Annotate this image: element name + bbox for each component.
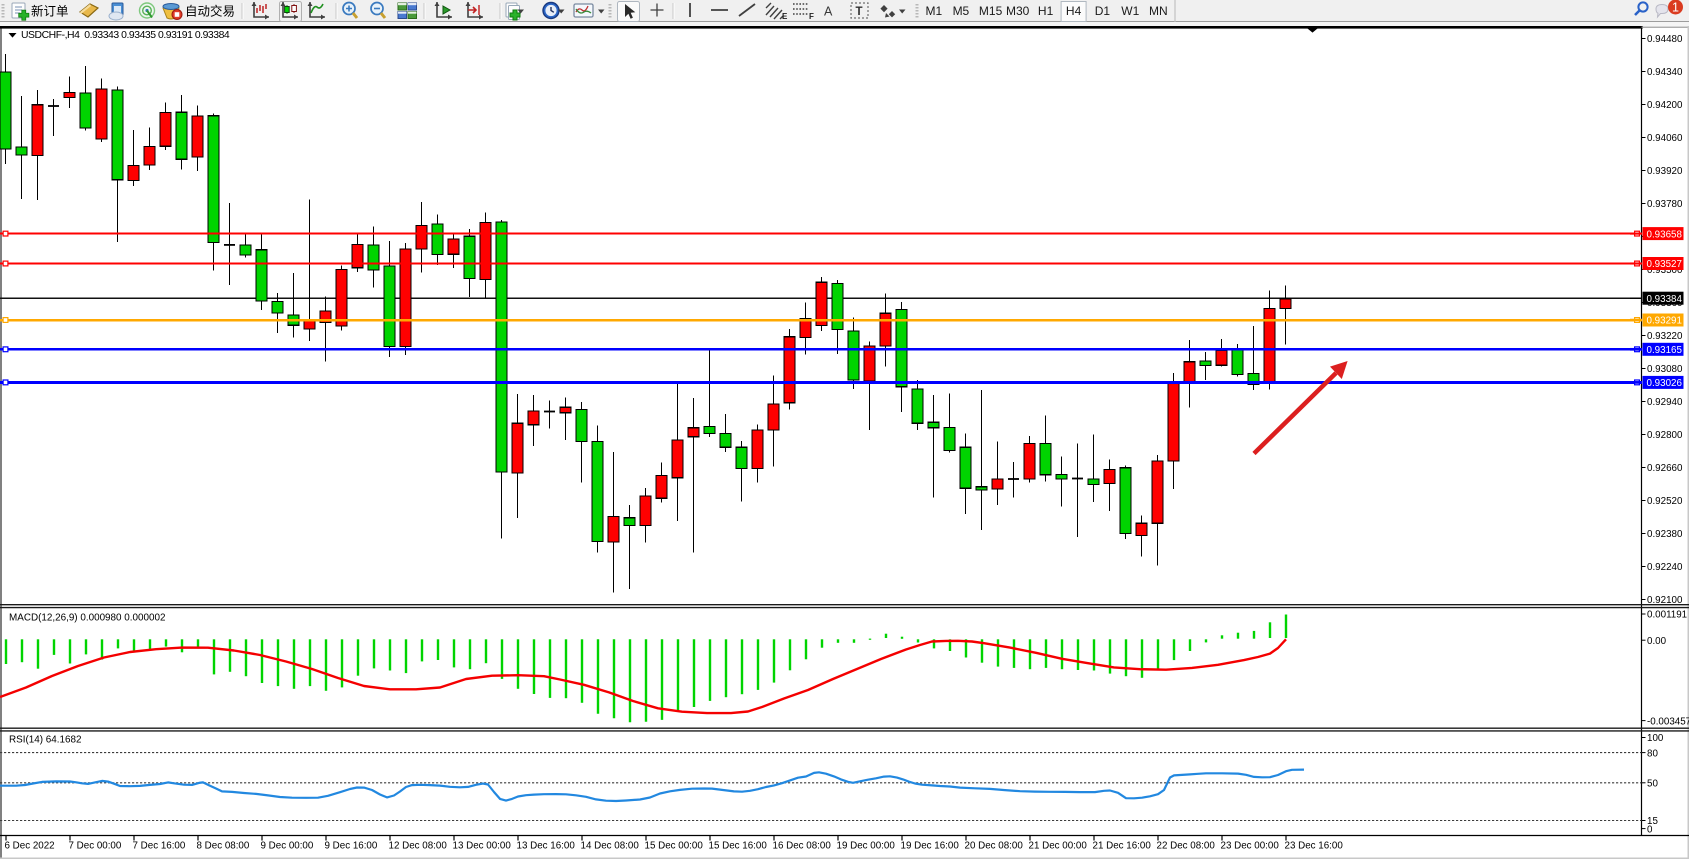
svg-text:-0.003457: -0.003457: [1647, 716, 1689, 727]
svg-text:USDCHF-,H4 0.93343 0.93435 0.: USDCHF-,H4 0.93343 0.93435 0.93191 0.933…: [21, 30, 230, 41]
svg-text:0.93080: 0.93080: [1647, 364, 1683, 375]
svg-text:19 Dec 16:00: 19 Dec 16:00: [901, 840, 960, 851]
svg-text:8 Dec 08:00: 8 Dec 08:00: [197, 840, 250, 851]
svg-text:0.93780: 0.93780: [1647, 199, 1683, 210]
svg-text:14 Dec 08:00: 14 Dec 08:00: [581, 840, 640, 851]
svg-text:50: 50: [1647, 779, 1658, 790]
svg-text:20 Dec 08:00: 20 Dec 08:00: [965, 840, 1024, 851]
svg-text:M5: M5: [953, 4, 970, 18]
svg-text:6 Dec 2022: 6 Dec 2022: [5, 840, 55, 851]
svg-text:0.94480: 0.94480: [1647, 34, 1683, 45]
svg-text:E: E: [782, 12, 788, 21]
svg-text:M1: M1: [925, 4, 942, 18]
svg-text:0.93220: 0.93220: [1647, 331, 1683, 342]
svg-text:1: 1: [1672, 1, 1679, 15]
svg-text:0.92800: 0.92800: [1647, 430, 1683, 441]
svg-text:H1: H1: [1038, 4, 1054, 18]
svg-text:0.93026: 0.93026: [1647, 378, 1683, 389]
svg-text:0.94340: 0.94340: [1647, 67, 1683, 78]
svg-text:M15: M15: [979, 4, 1003, 18]
svg-text:80: 80: [1647, 748, 1658, 759]
svg-text:H4: H4: [1066, 4, 1082, 18]
svg-text:0.93384: 0.93384: [1647, 294, 1683, 305]
svg-text:0.92940: 0.92940: [1647, 397, 1683, 408]
svg-text:M30: M30: [1006, 4, 1030, 18]
svg-text:RSI(14) 64.1682: RSI(14) 64.1682: [9, 735, 81, 746]
svg-text:W1: W1: [1121, 4, 1139, 18]
svg-text:9 Dec 16:00: 9 Dec 16:00: [325, 840, 378, 851]
svg-text:0.92380: 0.92380: [1647, 529, 1683, 540]
svg-text:21 Dec 16:00: 21 Dec 16:00: [1093, 840, 1152, 851]
svg-text:23 Dec 00:00: 23 Dec 00:00: [1221, 840, 1280, 851]
svg-text:T: T: [856, 6, 863, 18]
svg-text:21 Dec 00:00: 21 Dec 00:00: [1029, 840, 1088, 851]
svg-text:7 Dec 16:00: 7 Dec 16:00: [133, 840, 186, 851]
svg-text:9 Dec 00:00: 9 Dec 00:00: [261, 840, 314, 851]
svg-text:0.92520: 0.92520: [1647, 496, 1683, 507]
svg-text:D1: D1: [1095, 4, 1111, 18]
svg-text:A: A: [824, 5, 833, 19]
svg-text:F: F: [809, 12, 814, 21]
svg-text:15 Dec 16:00: 15 Dec 16:00: [709, 840, 768, 851]
svg-text:MACD(12,26,9) 0.000980 0.00000: MACD(12,26,9) 0.000980 0.000002: [9, 613, 165, 624]
svg-text:100: 100: [1647, 733, 1664, 744]
svg-text:0.00: 0.00: [1647, 636, 1667, 647]
svg-text:0.001191: 0.001191: [1647, 610, 1687, 621]
svg-text:0.92660: 0.92660: [1647, 463, 1683, 474]
svg-text:0.92100: 0.92100: [1647, 595, 1683, 606]
svg-text:0.94200: 0.94200: [1647, 100, 1683, 111]
svg-text:0.93165: 0.93165: [1647, 345, 1683, 356]
svg-text:0.93658: 0.93658: [1647, 229, 1683, 240]
svg-text:23 Dec 16:00: 23 Dec 16:00: [1285, 840, 1344, 851]
svg-text:0.93527: 0.93527: [1647, 259, 1682, 270]
svg-text:13 Dec 00:00: 13 Dec 00:00: [453, 840, 512, 851]
svg-text:新订单: 新订单: [31, 4, 69, 19]
svg-text:13 Dec 16:00: 13 Dec 16:00: [517, 840, 576, 851]
svg-text:15: 15: [1647, 816, 1658, 827]
svg-text:15 Dec 00:00: 15 Dec 00:00: [645, 840, 704, 851]
svg-text:16 Dec 08:00: 16 Dec 08:00: [773, 840, 832, 851]
svg-text:0: 0: [1647, 824, 1653, 835]
svg-text:MN: MN: [1149, 4, 1168, 18]
svg-text:0.93920: 0.93920: [1647, 166, 1683, 177]
svg-text:0.94060: 0.94060: [1647, 133, 1683, 144]
svg-text:0.92240: 0.92240: [1647, 562, 1683, 573]
svg-text:0.93500: 0.93500: [1647, 265, 1683, 276]
svg-text:12 Dec 08:00: 12 Dec 08:00: [389, 840, 448, 851]
svg-text:自动交易: 自动交易: [185, 4, 235, 19]
svg-text:19 Dec 00:00: 19 Dec 00:00: [837, 840, 896, 851]
svg-text:0.93291: 0.93291: [1647, 316, 1682, 327]
svg-text:7 Dec 00:00: 7 Dec 00:00: [69, 840, 122, 851]
svg-text:22 Dec 08:00: 22 Dec 08:00: [1157, 840, 1216, 851]
